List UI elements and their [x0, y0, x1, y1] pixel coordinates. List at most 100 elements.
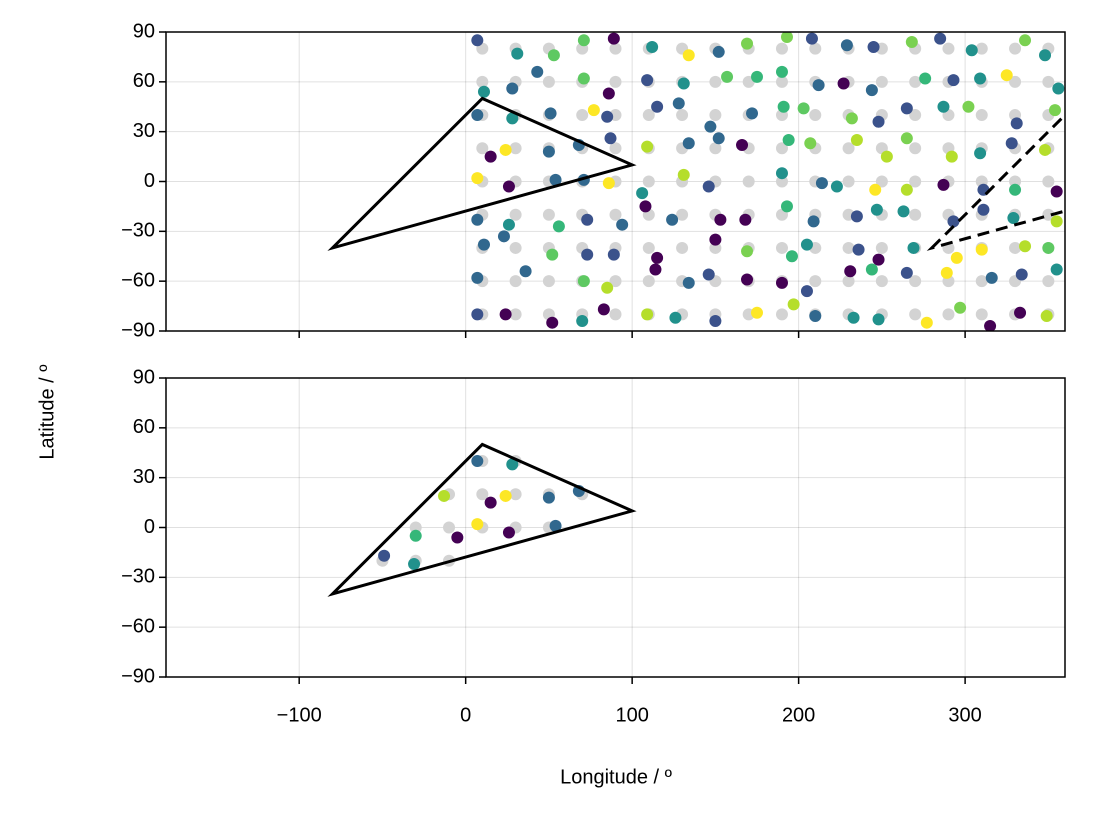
point — [1039, 49, 1052, 62]
plot-area: −100 0 100 200 300 −90 −60 −30 0 30 60 90 — [121, 366, 1066, 726]
point — [1042, 241, 1055, 254]
point — [409, 521, 422, 534]
point — [702, 180, 715, 193]
point — [1019, 34, 1032, 47]
point — [476, 488, 489, 501]
point — [840, 39, 853, 52]
point — [616, 218, 629, 231]
point — [775, 75, 788, 88]
point — [378, 549, 391, 562]
point — [1019, 240, 1032, 253]
point — [476, 142, 489, 155]
point — [609, 275, 622, 288]
point — [502, 180, 515, 193]
point — [1050, 215, 1063, 228]
point — [642, 241, 655, 254]
point — [775, 42, 788, 55]
point — [850, 210, 863, 223]
point — [542, 491, 555, 504]
point — [897, 205, 910, 218]
point — [812, 79, 825, 92]
point — [609, 42, 622, 55]
point — [509, 275, 522, 288]
point — [499, 143, 512, 156]
point — [782, 133, 795, 146]
point — [641, 74, 654, 87]
point — [666, 213, 679, 226]
point — [947, 74, 960, 87]
point — [1009, 183, 1022, 196]
point — [1040, 310, 1053, 323]
point — [867, 40, 880, 53]
point — [844, 265, 857, 278]
point — [709, 75, 722, 88]
point — [865, 263, 878, 276]
y-tick-label: 90 — [133, 366, 155, 388]
point — [741, 273, 754, 286]
point — [785, 250, 798, 263]
point — [471, 109, 484, 122]
point — [919, 72, 932, 85]
y-tick-label: 0 — [144, 170, 155, 192]
point — [609, 75, 622, 88]
point — [581, 213, 594, 226]
point — [509, 142, 522, 155]
point — [800, 285, 813, 298]
point — [471, 213, 484, 226]
y-tick-label: 90 — [133, 20, 155, 42]
point — [604, 132, 617, 145]
point — [506, 112, 519, 125]
point — [746, 107, 759, 120]
point — [804, 137, 817, 150]
point — [709, 109, 722, 122]
point — [712, 45, 725, 58]
point — [742, 175, 755, 188]
point — [1009, 42, 1022, 55]
point — [842, 241, 855, 254]
point — [869, 183, 882, 196]
point — [975, 42, 988, 55]
point — [797, 102, 810, 115]
point — [497, 230, 510, 243]
point — [975, 243, 988, 256]
point — [646, 40, 659, 53]
point — [741, 37, 754, 50]
point — [519, 265, 532, 278]
point — [443, 521, 456, 534]
point — [775, 241, 788, 254]
point — [830, 180, 843, 193]
point — [900, 132, 913, 145]
point — [775, 276, 788, 289]
point — [704, 120, 717, 133]
point — [609, 142, 622, 155]
point — [909, 109, 922, 122]
point — [865, 84, 878, 97]
point — [709, 233, 722, 246]
point — [975, 275, 988, 288]
point — [702, 268, 715, 281]
point — [909, 175, 922, 188]
point — [499, 308, 512, 321]
y-tick-label: −90 — [121, 319, 155, 341]
point — [601, 281, 614, 294]
point — [581, 248, 594, 261]
point — [577, 275, 590, 288]
point — [542, 275, 555, 288]
point — [954, 301, 967, 314]
point — [741, 245, 754, 258]
point — [511, 47, 524, 60]
point — [477, 85, 490, 98]
point — [409, 529, 422, 542]
point — [940, 266, 953, 279]
point — [975, 109, 988, 122]
point — [576, 109, 589, 122]
point — [641, 308, 654, 321]
point — [847, 311, 860, 324]
point — [875, 275, 888, 288]
point — [642, 109, 655, 122]
point — [775, 142, 788, 155]
point — [805, 32, 818, 45]
point — [775, 167, 788, 180]
point — [509, 208, 522, 221]
point — [1042, 208, 1055, 221]
